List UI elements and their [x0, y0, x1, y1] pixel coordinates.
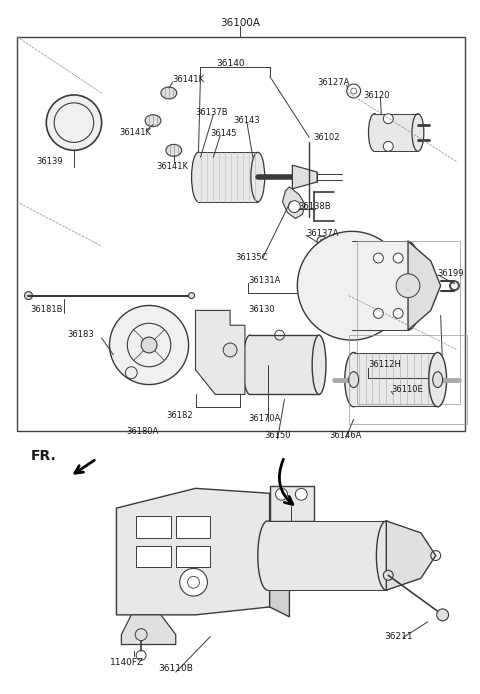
Text: 36102: 36102	[313, 133, 340, 142]
Circle shape	[393, 253, 403, 263]
Text: 36211: 36211	[384, 632, 413, 641]
FancyArrowPatch shape	[279, 459, 293, 505]
Circle shape	[384, 142, 393, 151]
Text: 1140FZ: 1140FZ	[109, 659, 144, 668]
Bar	[136, 545, 171, 568]
Ellipse shape	[394, 242, 422, 330]
Text: 36112H: 36112H	[369, 360, 401, 369]
Bar	[268, 521, 386, 590]
Circle shape	[223, 343, 237, 357]
Circle shape	[276, 489, 288, 500]
Polygon shape	[386, 521, 436, 590]
Text: 36100A: 36100A	[220, 18, 260, 28]
Circle shape	[180, 568, 207, 596]
Circle shape	[393, 308, 403, 319]
Text: 36130: 36130	[248, 305, 275, 314]
Ellipse shape	[349, 372, 359, 387]
Polygon shape	[283, 187, 305, 219]
Text: 36137B: 36137B	[195, 108, 228, 117]
Text: 36182: 36182	[166, 412, 192, 421]
Bar	[199, 152, 258, 202]
Ellipse shape	[429, 353, 446, 407]
Circle shape	[373, 308, 384, 319]
Ellipse shape	[166, 144, 182, 156]
Text: 36141K: 36141K	[156, 162, 188, 171]
Circle shape	[295, 489, 307, 500]
Text: 36120: 36120	[363, 91, 390, 100]
Text: 36110B: 36110B	[158, 664, 193, 673]
Circle shape	[297, 231, 406, 340]
Text: 36127A: 36127A	[317, 78, 349, 87]
Text: 36110E: 36110E	[391, 384, 423, 393]
Bar	[176, 516, 210, 538]
Ellipse shape	[369, 114, 380, 151]
Ellipse shape	[345, 353, 362, 407]
Ellipse shape	[312, 335, 326, 394]
Text: 36137A: 36137A	[306, 230, 339, 238]
Text: FR.: FR.	[30, 449, 56, 463]
Text: 36143: 36143	[233, 116, 260, 125]
Ellipse shape	[433, 372, 443, 387]
Ellipse shape	[145, 115, 161, 126]
Text: 36145: 36145	[210, 128, 237, 137]
Ellipse shape	[192, 152, 205, 202]
Ellipse shape	[258, 521, 277, 590]
Polygon shape	[195, 310, 245, 394]
Text: 36139: 36139	[36, 158, 63, 167]
Text: 36138B: 36138B	[298, 202, 331, 211]
Bar	[349, 335, 468, 424]
Polygon shape	[270, 493, 289, 617]
Circle shape	[396, 274, 420, 298]
Polygon shape	[408, 242, 441, 330]
Bar	[354, 353, 438, 407]
Polygon shape	[117, 489, 270, 615]
Bar	[17, 37, 466, 431]
Text: 36146A: 36146A	[330, 431, 362, 440]
Text: 36199: 36199	[438, 269, 464, 278]
Text: 36135C: 36135C	[235, 253, 267, 262]
Text: 36181B: 36181B	[30, 305, 63, 314]
Text: 36141K: 36141K	[120, 128, 151, 137]
Bar	[136, 516, 171, 538]
Circle shape	[24, 291, 33, 300]
Bar	[374, 114, 418, 151]
Ellipse shape	[161, 87, 177, 99]
Bar	[176, 545, 210, 568]
Bar	[357, 242, 460, 405]
Polygon shape	[292, 165, 317, 189]
Polygon shape	[121, 615, 176, 645]
Text: 36131A: 36131A	[248, 276, 280, 285]
Circle shape	[384, 570, 393, 580]
Ellipse shape	[412, 114, 424, 151]
Text: 36183: 36183	[67, 330, 94, 339]
Ellipse shape	[376, 521, 396, 590]
Circle shape	[46, 95, 102, 151]
Text: 36170A: 36170A	[248, 414, 280, 423]
Circle shape	[384, 114, 393, 124]
Ellipse shape	[251, 152, 264, 202]
Ellipse shape	[243, 335, 257, 394]
Text: 36180A: 36180A	[126, 427, 159, 436]
Text: 36150: 36150	[264, 431, 291, 440]
Circle shape	[189, 293, 194, 298]
Bar	[352, 242, 408, 330]
Circle shape	[109, 305, 189, 384]
Circle shape	[288, 201, 300, 212]
Text: 36140: 36140	[216, 60, 244, 69]
Circle shape	[141, 337, 157, 353]
Circle shape	[373, 253, 384, 263]
Circle shape	[437, 609, 448, 621]
Bar	[250, 335, 319, 394]
Bar	[270, 486, 314, 521]
Text: 36141K: 36141K	[173, 75, 205, 84]
